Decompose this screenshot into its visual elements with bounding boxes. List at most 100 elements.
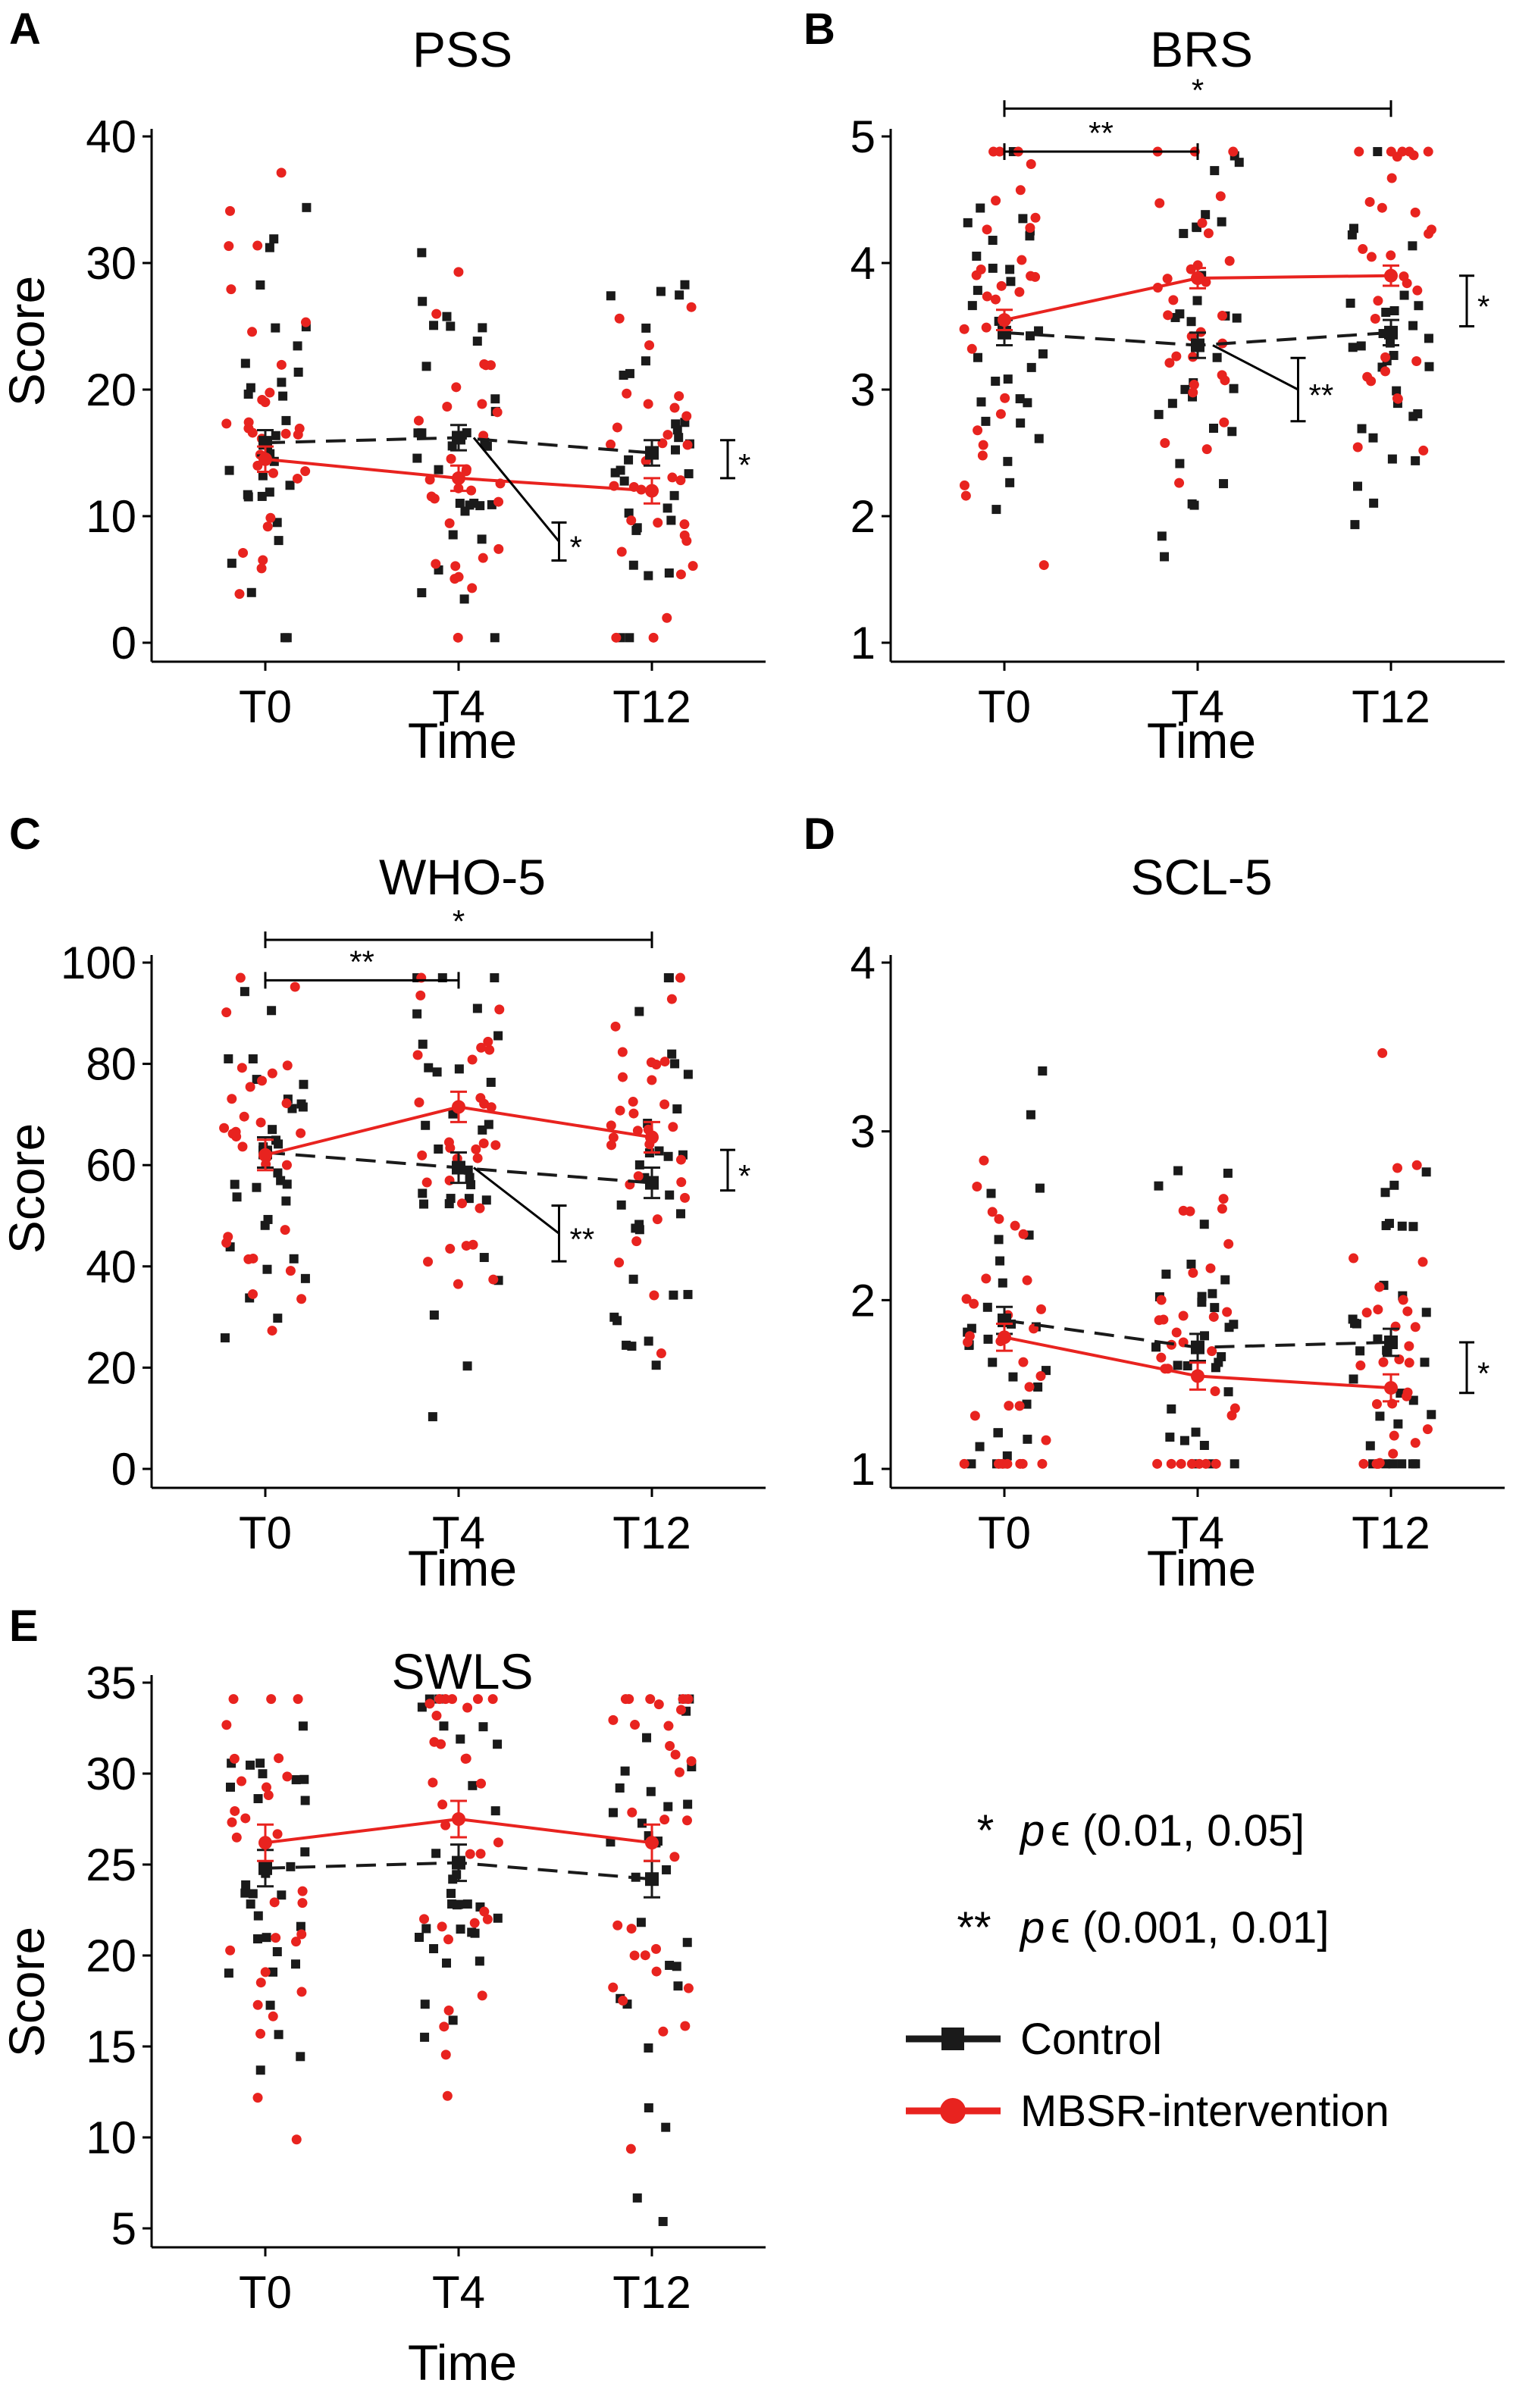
y-axis-label: Score — [0, 1123, 55, 1254]
mbsr-raw-point — [656, 1348, 666, 1359]
control-raw-point — [1167, 1404, 1176, 1414]
mbsr-raw-point — [1402, 278, 1412, 289]
interaction-connector — [472, 437, 560, 543]
control-raw-point — [1038, 1066, 1048, 1076]
y-axis-label: Score — [0, 1927, 55, 2057]
mbsr-raw-point — [643, 399, 653, 409]
mbsr-raw-point — [1041, 1435, 1051, 1445]
mbsr-raw-point — [1188, 1267, 1198, 1278]
x-axis-label: Time — [1147, 1540, 1256, 1596]
control-raw-point — [232, 1192, 242, 1202]
mbsr-raw-point — [1203, 228, 1214, 239]
control-raw-point — [619, 476, 629, 486]
control-raw-point — [1003, 456, 1013, 466]
mbsr-raw-point — [267, 1326, 277, 1336]
mbsr-raw-point — [466, 485, 477, 496]
control-raw-point — [672, 1962, 681, 1971]
control-raw-point — [277, 1890, 287, 1900]
control-raw-point — [1002, 1451, 1012, 1461]
mbsr-raw-point — [1171, 351, 1182, 362]
mbsr-raw-point — [476, 1042, 487, 1053]
mbsr-raw-point — [296, 1987, 307, 1997]
control-raw-point — [966, 1459, 976, 1469]
mbsr-raw-point — [648, 632, 659, 643]
control-raw-point — [1189, 500, 1199, 510]
control-raw-point — [1232, 313, 1242, 323]
mbsr-raw-point — [450, 561, 461, 571]
mbsr-raw-point — [1230, 1403, 1240, 1414]
control-raw-point — [1023, 1434, 1032, 1444]
mbsr-raw-point — [622, 388, 632, 399]
mbsr-raw-point — [263, 1790, 274, 1801]
control-raw-point — [277, 377, 287, 387]
mbsr-raw-point — [1000, 393, 1010, 403]
mbsr-raw-point — [413, 415, 424, 426]
mbsr-raw-point — [486, 1102, 497, 1113]
y-tick-label: 35 — [86, 1658, 136, 1708]
control-raw-point — [255, 1758, 265, 1768]
mbsr-mean-marker — [645, 1130, 659, 1145]
y-tick-label: 4 — [850, 938, 876, 988]
mbsr-raw-point — [652, 1214, 663, 1225]
control-raw-point — [1421, 1307, 1431, 1317]
control-raw-point — [1167, 399, 1177, 409]
mbsr-raw-point — [645, 1694, 656, 1705]
legend-sig1-range: ϵ (0.01, 0.05] — [1051, 1806, 1305, 1855]
mbsr-raw-point — [460, 1753, 471, 1764]
control-raw-point — [462, 1899, 472, 1909]
control-raw-point — [459, 594, 469, 604]
mbsr-raw-point — [1378, 1357, 1389, 1367]
mbsr-raw-point — [1386, 250, 1396, 261]
control-raw-point — [293, 341, 302, 351]
mbsr-raw-point — [615, 1105, 625, 1116]
y-tick-label: 40 — [86, 111, 136, 162]
x-tick-label: T12 — [1352, 681, 1430, 732]
mbsr-raw-point — [608, 1132, 619, 1143]
mbsr-raw-point — [237, 1063, 247, 1073]
mbsr-raw-point — [481, 360, 491, 371]
legend-mbsr-marker — [940, 2098, 966, 2124]
control-raw-point — [265, 487, 274, 497]
mbsr-raw-point — [285, 1266, 296, 1276]
mbsr-raw-point — [431, 559, 441, 569]
mbsr-raw-point — [617, 1047, 628, 1057]
control-raw-point — [273, 1168, 283, 1178]
mbsr-raw-point — [488, 1274, 499, 1285]
mbsr-raw-point — [266, 1694, 277, 1705]
interaction-connector — [473, 1166, 560, 1235]
control-raw-point — [994, 1235, 1004, 1245]
mbsr-raw-point — [281, 1160, 292, 1170]
mbsr-raw-point — [467, 583, 478, 593]
control-mean-marker — [1191, 338, 1204, 352]
control-raw-point — [269, 234, 279, 244]
control-raw-point — [1230, 1459, 1239, 1469]
mbsr-raw-point — [976, 264, 986, 274]
control-raw-point — [631, 525, 641, 535]
mbsr-raw-point — [419, 1914, 430, 1924]
control-raw-point — [1023, 398, 1032, 408]
x-axis-label: Time — [1147, 712, 1256, 769]
control-raw-point — [268, 1967, 278, 1977]
legend-control-label: Control — [1020, 2015, 1162, 2064]
control-raw-point — [1424, 333, 1433, 343]
mbsr-mean-marker — [998, 1330, 1011, 1345]
mbsr-raw-point — [631, 1236, 642, 1247]
control-raw-point — [674, 433, 684, 443]
control-raw-point — [644, 2103, 653, 2112]
y-tick-label: 5 — [850, 111, 876, 162]
mbsr-raw-point — [681, 1815, 692, 1826]
mbsr-raw-point — [617, 1072, 628, 1082]
mbsr-raw-point — [230, 1805, 240, 1816]
mbsr-raw-point — [265, 387, 275, 398]
mbsr-raw-point — [1373, 296, 1383, 306]
control-raw-point — [1350, 520, 1360, 530]
control-raw-point — [490, 394, 500, 404]
mbsr-raw-point — [1016, 255, 1027, 265]
mbsr-raw-point — [1217, 310, 1227, 321]
control-raw-point — [248, 1054, 258, 1064]
mbsr-raw-point — [973, 425, 983, 436]
mbsr-raw-point — [688, 561, 698, 571]
mbsr-raw-point — [610, 1021, 621, 1032]
control-raw-point — [420, 2032, 430, 2042]
control-raw-point — [981, 416, 991, 426]
